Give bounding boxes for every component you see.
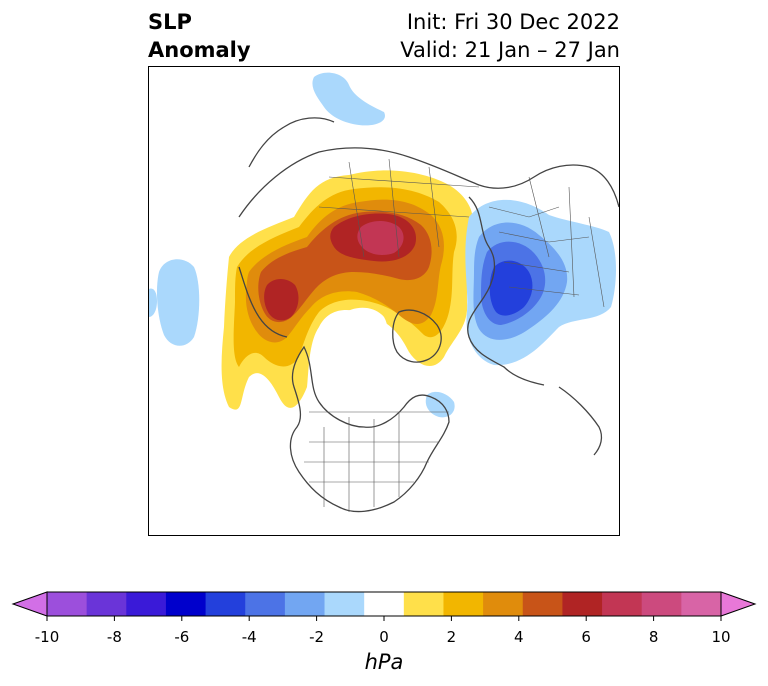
colorbar-extend-max-arrow <box>720 591 757 617</box>
colorbar-segment <box>86 592 127 616</box>
colorbar-tick-label: -10 <box>34 628 60 646</box>
anomaly-blob-west-edge <box>149 288 157 317</box>
anomaly-blob-atlantic <box>425 391 455 418</box>
map-panel <box>148 66 620 536</box>
title-line-2: Anomaly <box>148 38 251 62</box>
colorbar-tick-label: 4 <box>514 628 524 646</box>
colorbar-segment <box>245 592 286 616</box>
colorbar-tick-label: 8 <box>648 628 659 646</box>
border-lines-russia <box>318 158 480 258</box>
colorbar-segment <box>443 592 484 616</box>
colorbar <box>11 591 757 621</box>
colorbar-unit-label: hPa <box>364 650 404 674</box>
border-lines-na <box>304 411 449 512</box>
coastline-asia-east <box>248 117 335 168</box>
colorbar-segments <box>47 592 722 616</box>
colorbar-segment <box>324 592 365 616</box>
country-borders <box>304 158 605 512</box>
colorbar-segment <box>602 592 643 616</box>
colorbar-segment <box>522 592 563 616</box>
anomaly-contour-10 <box>264 279 299 321</box>
colorbar-tick-label: 2 <box>446 628 457 646</box>
init-date: Init: Fri 30 Dec 2022 <box>406 10 620 34</box>
anomaly-blob-north <box>312 72 385 126</box>
coastline-greenland <box>392 309 442 363</box>
colorbar-tick-label: -6 <box>174 628 190 646</box>
colorbar-segment <box>562 592 603 616</box>
colorbar-tick-label: -2 <box>309 628 325 646</box>
colorbar-segment <box>641 592 682 616</box>
coastline-alaska <box>238 266 288 338</box>
anomaly-center-hole <box>336 307 388 356</box>
colorbar-tick-label: 10 <box>711 628 731 646</box>
positive-anomaly-shading <box>221 170 473 410</box>
colorbar-segment <box>126 592 167 616</box>
colorbar-extend-min-arrow <box>11 591 48 617</box>
coastline-north-america <box>289 345 450 513</box>
colorbar-tick-label: 6 <box>581 628 591 646</box>
title-line-1: SLP <box>148 10 192 34</box>
anomaly-contour-neg-8 <box>489 260 533 316</box>
coastline-africa <box>558 386 603 456</box>
colorbar-ticks <box>46 616 722 621</box>
colorbar-segment <box>364 592 405 616</box>
colorbar-segment <box>165 592 207 616</box>
forecast-info: Init: Fri 30 Dec 2022 Valid: 21 Jan – 27… <box>400 8 620 64</box>
colorbar-segment <box>205 592 246 616</box>
coastlines <box>238 117 619 513</box>
border-lines-eurasia <box>488 176 605 308</box>
colorbar-tick-label: 0 <box>379 628 389 646</box>
colorbar-segment <box>483 592 524 616</box>
coastline-europe <box>467 196 545 386</box>
anomaly-blob-pacific <box>156 259 200 346</box>
colorbar-segment <box>47 592 88 616</box>
negative-anomaly-shading <box>149 72 616 418</box>
colorbar-tick-label: -4 <box>241 628 257 646</box>
colorbar-segment <box>284 592 326 616</box>
map-title: SLP Anomaly <box>148 8 251 64</box>
colorbar-tick-label: -8 <box>106 628 122 646</box>
colorbar-segment <box>681 592 722 616</box>
coastline-eurasia <box>238 147 619 218</box>
anomaly-contour-12 <box>357 221 404 255</box>
colorbar-segment <box>403 592 444 616</box>
valid-range: Valid: 21 Jan – 27 Jan <box>400 38 620 62</box>
map-canvas <box>149 72 619 513</box>
